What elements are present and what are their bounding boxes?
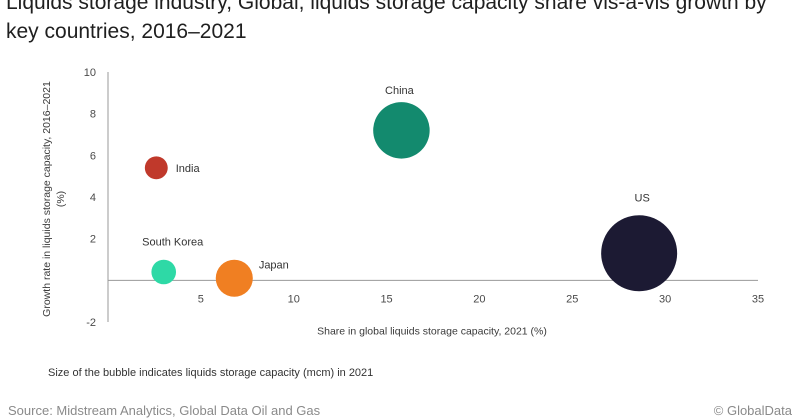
copyright-note: © GlobalData xyxy=(713,403,792,418)
y-tick-label: 6 xyxy=(90,150,96,162)
y-tick-label: 10 xyxy=(84,67,96,79)
bubble-china xyxy=(373,102,430,159)
bubbles-group xyxy=(144,102,678,297)
bubble-label-south-korea: South Korea xyxy=(142,237,204,249)
x-tick-label: 30 xyxy=(659,293,671,305)
y-axis-label-line-2: (%) xyxy=(55,191,67,207)
x-tick-labels: 5 10 15 20 25 30 35 xyxy=(198,293,764,305)
chart-title-line-1: Liquids storage industry, Global, liquid… xyxy=(6,0,767,14)
x-tick-label: 25 xyxy=(566,293,578,305)
y-axis-label-line-1: Growth rate in liquids storage capacity,… xyxy=(41,81,53,317)
bubble-labels-group: China India US South Korea Japan xyxy=(142,85,650,272)
y-tick-label: 2 xyxy=(90,234,96,246)
x-axis-label: Share in global liquids storage capacity… xyxy=(317,325,547,337)
bubble-south-korea xyxy=(151,259,177,285)
bubble-label-us: US xyxy=(635,192,650,204)
x-tick-label: 20 xyxy=(473,293,485,305)
y-tick-label: 8 xyxy=(90,109,96,121)
bubble-label-china: China xyxy=(385,85,415,97)
y-tick-label: 4 xyxy=(90,192,96,204)
chart-title: Liquids storage industry, Global, liquid… xyxy=(6,0,796,46)
x-tick-label: 35 xyxy=(752,293,764,305)
y-tick-labels: -2 2 4 6 8 10 xyxy=(84,67,96,329)
chart-title-line-2: key countries, 2016–2021 xyxy=(6,20,247,43)
source-note: Source: Midstream Analytics, Global Data… xyxy=(8,403,321,418)
x-tick-label: 10 xyxy=(288,293,300,305)
bubble-us xyxy=(601,215,678,292)
y-tick-label: -2 xyxy=(86,317,96,329)
x-tick-label: 15 xyxy=(380,293,392,305)
bubble-japan xyxy=(215,259,253,297)
bubble-label-japan: Japan xyxy=(259,260,289,272)
bubble-label-india: India xyxy=(176,163,201,175)
bubble-india xyxy=(144,156,168,180)
bubble-size-note: Size of the bubble indicates liquids sto… xyxy=(48,367,374,379)
x-tick-label: 5 xyxy=(198,293,204,305)
